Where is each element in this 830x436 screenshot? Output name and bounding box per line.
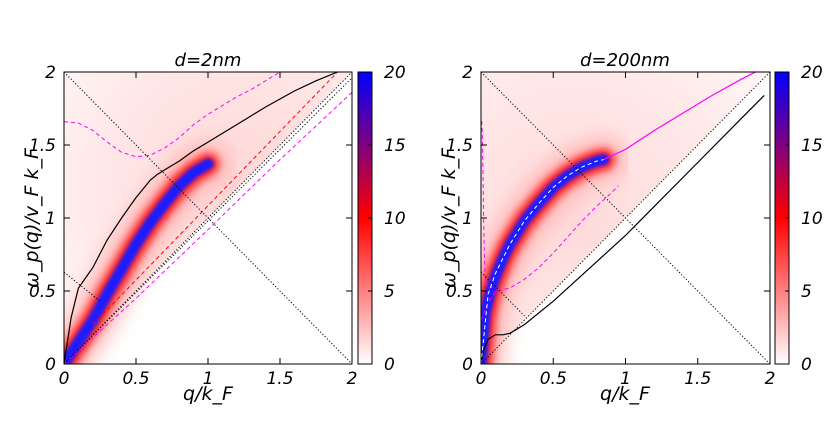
panel-title: d=200nm bbox=[580, 50, 670, 71]
series-line-0 bbox=[64, 72, 338, 364]
x-tick-label: 2 bbox=[765, 369, 776, 389]
y-tick-label: 2 bbox=[462, 63, 473, 83]
y-axis-label: ω_p(q)/v_F k_F bbox=[438, 147, 460, 288]
x-tick-label: 0.5 bbox=[122, 369, 149, 389]
x-tick-label: 1 bbox=[203, 369, 214, 389]
series-line-3 bbox=[92, 72, 338, 325]
y-tick-label: 0.5 bbox=[446, 282, 473, 302]
series-line-6 bbox=[481, 271, 525, 317]
colorbar-ticks: 0 5 10 15 20 bbox=[368, 63, 406, 375]
axis-ticks: 0 0.5 1 1.5 2 0 0.5 1 1.5 2 bbox=[29, 63, 357, 389]
x-axis-label: q/k_F bbox=[600, 383, 651, 405]
series-lines bbox=[64, 72, 352, 364]
colorbar-tick-label: 0 bbox=[801, 355, 812, 375]
y-tick-label: 1.5 bbox=[29, 136, 56, 156]
series-line-1 bbox=[481, 94, 765, 364]
colorbar-tick-label: 5 bbox=[801, 282, 812, 302]
colorbar-tick-label: 0 bbox=[384, 355, 395, 375]
x-tick-label: 2 bbox=[347, 369, 358, 389]
colorbar-ticks: 0 5 10 15 20 bbox=[785, 63, 823, 375]
y-tick-label: 0 bbox=[462, 355, 473, 375]
y-tick-label: 1 bbox=[462, 209, 473, 229]
series-line-7 bbox=[64, 77, 352, 364]
band-core bbox=[64, 158, 214, 364]
y-tick-label: 1 bbox=[45, 209, 56, 229]
colorbar-tick-label: 20 bbox=[384, 63, 406, 83]
series-line-0 bbox=[603, 72, 756, 161]
x-tick-label: 0.5 bbox=[540, 369, 567, 389]
series-line-2 bbox=[481, 121, 495, 289]
x-tick-label: 1.5 bbox=[266, 369, 293, 389]
y-axis-label: ω_p(q)/v_F k_F bbox=[21, 147, 43, 288]
series-line-1 bbox=[64, 72, 281, 158]
panel-d200nm: d=200nm 0 0.5 1 1.5 200.511.52 q/k_F ω_p(q)/… bbox=[438, 50, 823, 405]
colorbar-tick-label: 20 bbox=[801, 63, 823, 83]
colorbar-tick-label: 10 bbox=[801, 209, 823, 229]
x-tick-label: 0 bbox=[59, 369, 70, 389]
y-tick-label: 0 bbox=[45, 355, 56, 375]
colorbar-tick-label: 10 bbox=[384, 209, 406, 229]
x-tick-label: 1 bbox=[620, 369, 631, 389]
series-line-7 bbox=[481, 72, 770, 364]
series-line-6 bbox=[64, 72, 352, 364]
series-line-5 bbox=[64, 271, 101, 302]
y-tick-label: 2 bbox=[45, 63, 56, 83]
series-lines bbox=[481, 72, 770, 364]
series-line-4 bbox=[481, 159, 604, 364]
panel-title: d=2nm bbox=[175, 50, 242, 71]
plot-area bbox=[64, 72, 352, 364]
colorbar-tick-label: 15 bbox=[801, 136, 823, 156]
x-axis-label: q/k_F bbox=[183, 383, 234, 405]
x-tick-label: 0 bbox=[476, 369, 487, 389]
plot-area bbox=[481, 72, 770, 364]
plasmon-band bbox=[64, 141, 231, 364]
y-tick-label: 0.5 bbox=[29, 282, 56, 302]
x-tick-label: 1.5 bbox=[684, 369, 711, 389]
axis-ticks: 0 0.5 1 1.5 2 0 0.5 1 1.5 2 bbox=[446, 63, 775, 389]
colorbar-tick-label: 5 bbox=[384, 282, 395, 302]
panel-d2nm: d=2nm 0 0.5 1 1.5 200.511.52 q/k_F ω_p(q)/v_… bbox=[21, 50, 406, 405]
y-tick-label: 1.5 bbox=[446, 136, 473, 156]
series-line-2 bbox=[64, 92, 352, 364]
colorbar-tick-label: 15 bbox=[384, 136, 406, 156]
